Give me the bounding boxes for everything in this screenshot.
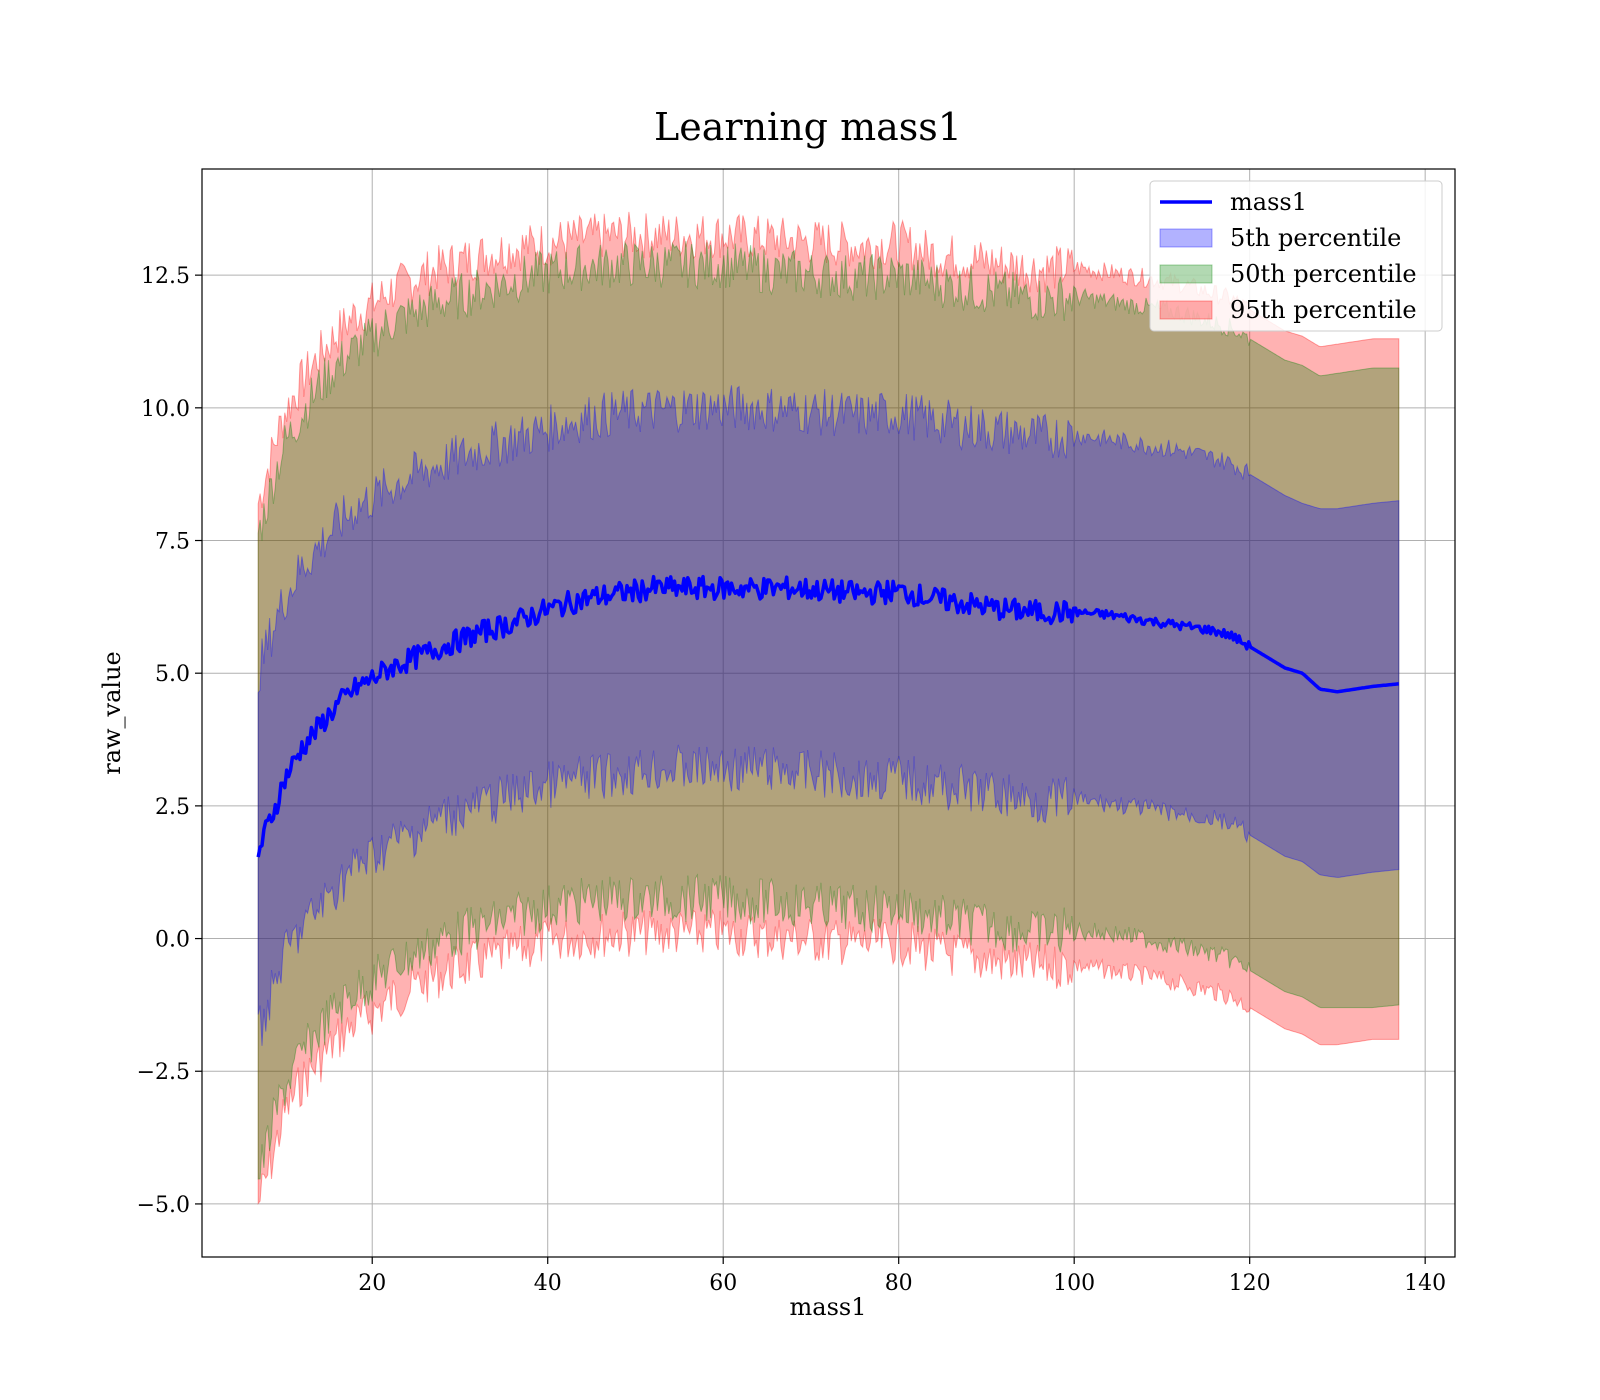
legend-label: 95th percentile <box>1230 296 1417 324</box>
x-tick-label: 80 <box>885 1271 913 1296</box>
plot-area-frame <box>201 168 1456 1258</box>
legend-patch-swatch <box>1159 300 1213 320</box>
x-tick-label: 140 <box>1404 1271 1446 1296</box>
band-5th-percentile <box>257 385 1400 1046</box>
x-tick-label: 120 <box>1229 1271 1271 1296</box>
chart-title: Learning mass1 <box>654 105 962 149</box>
x-tick-label: 20 <box>358 1271 386 1296</box>
x-axis-label: mass1 <box>790 1293 867 1321</box>
legend-box <box>1149 180 1443 332</box>
percentile-bands <box>257 211 1400 1205</box>
x-tick-label: 100 <box>1053 1271 1095 1296</box>
gridlines <box>202 169 1455 1257</box>
series-lines <box>256 574 1399 858</box>
band-95th-percentile <box>257 211 1400 1205</box>
y-axis-label: raw_value <box>98 651 126 775</box>
y-tick-label: 5.0 <box>155 662 190 687</box>
legend-patch-swatch <box>1159 264 1213 284</box>
x-tick-label: 40 <box>534 1271 562 1296</box>
legend-label: mass1 <box>1230 188 1307 216</box>
band-50th-percentile <box>257 241 1400 1180</box>
series-line-mass1 <box>256 574 1399 858</box>
x-tick-label: 60 <box>709 1271 737 1296</box>
y-tick-label: −2.5 <box>137 1060 190 1085</box>
x-axis-ticks: 20 40 60 80 100 120 140 <box>358 1257 1446 1296</box>
y-tick-label: 0.0 <box>155 928 190 953</box>
y-tick-label: −5.0 <box>137 1193 190 1218</box>
y-tick-label: 12.5 <box>141 264 190 289</box>
legend: mass1 5th percentile 50th percentile 95th p… <box>1149 180 1443 332</box>
legend-label: 5th percentile <box>1230 224 1401 252</box>
legend-label: 50th percentile <box>1230 260 1417 288</box>
y-axis-ticks: −5.0 −2.5 0.0 2.5 5.0 7.5 10.0 12.5 <box>137 264 202 1218</box>
plot-area-background <box>202 169 1455 1257</box>
y-tick-label: 2.5 <box>155 795 190 820</box>
legend-patch-swatch <box>1159 228 1213 248</box>
y-tick-label: 10.0 <box>141 397 190 422</box>
y-tick-label: 7.5 <box>155 530 190 555</box>
